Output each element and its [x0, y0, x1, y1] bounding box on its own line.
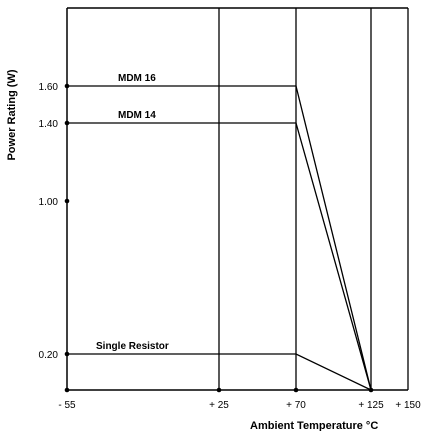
x-tick-marker [369, 388, 374, 393]
y-tick-label: 1.60 [39, 82, 59, 93]
x-axis-title: Ambient Temperature °C [250, 420, 378, 431]
y-tick-marker [65, 121, 70, 126]
x-tick-label: - 55 [58, 400, 76, 411]
x-tick-label: + 150 [395, 400, 421, 411]
grid-lines [219, 8, 408, 390]
series-label: Single Resistor [96, 341, 169, 352]
y-tick-marker [65, 352, 70, 357]
y-tick-marker [65, 199, 70, 204]
x-tick-label: + 25 [209, 400, 229, 411]
series-labels: MDM 16 MDM 14 Single Resistor [96, 73, 169, 352]
y-tick-label: 1.40 [39, 119, 59, 130]
x-tick-marker [217, 388, 222, 393]
y-tick-label: 1.00 [39, 197, 59, 208]
x-tick-marker [294, 388, 299, 393]
series-label: MDM 16 [118, 73, 156, 84]
y-tick-label: 0.20 [39, 350, 59, 361]
y-axis-title: Power Rating (W) [6, 69, 18, 160]
y-tick-marker [65, 84, 70, 89]
series-label: MDM 14 [118, 110, 156, 121]
x-tick-label: + 70 [286, 400, 306, 411]
x-tick-marker [65, 388, 70, 393]
x-tick-label: + 125 [358, 400, 384, 411]
